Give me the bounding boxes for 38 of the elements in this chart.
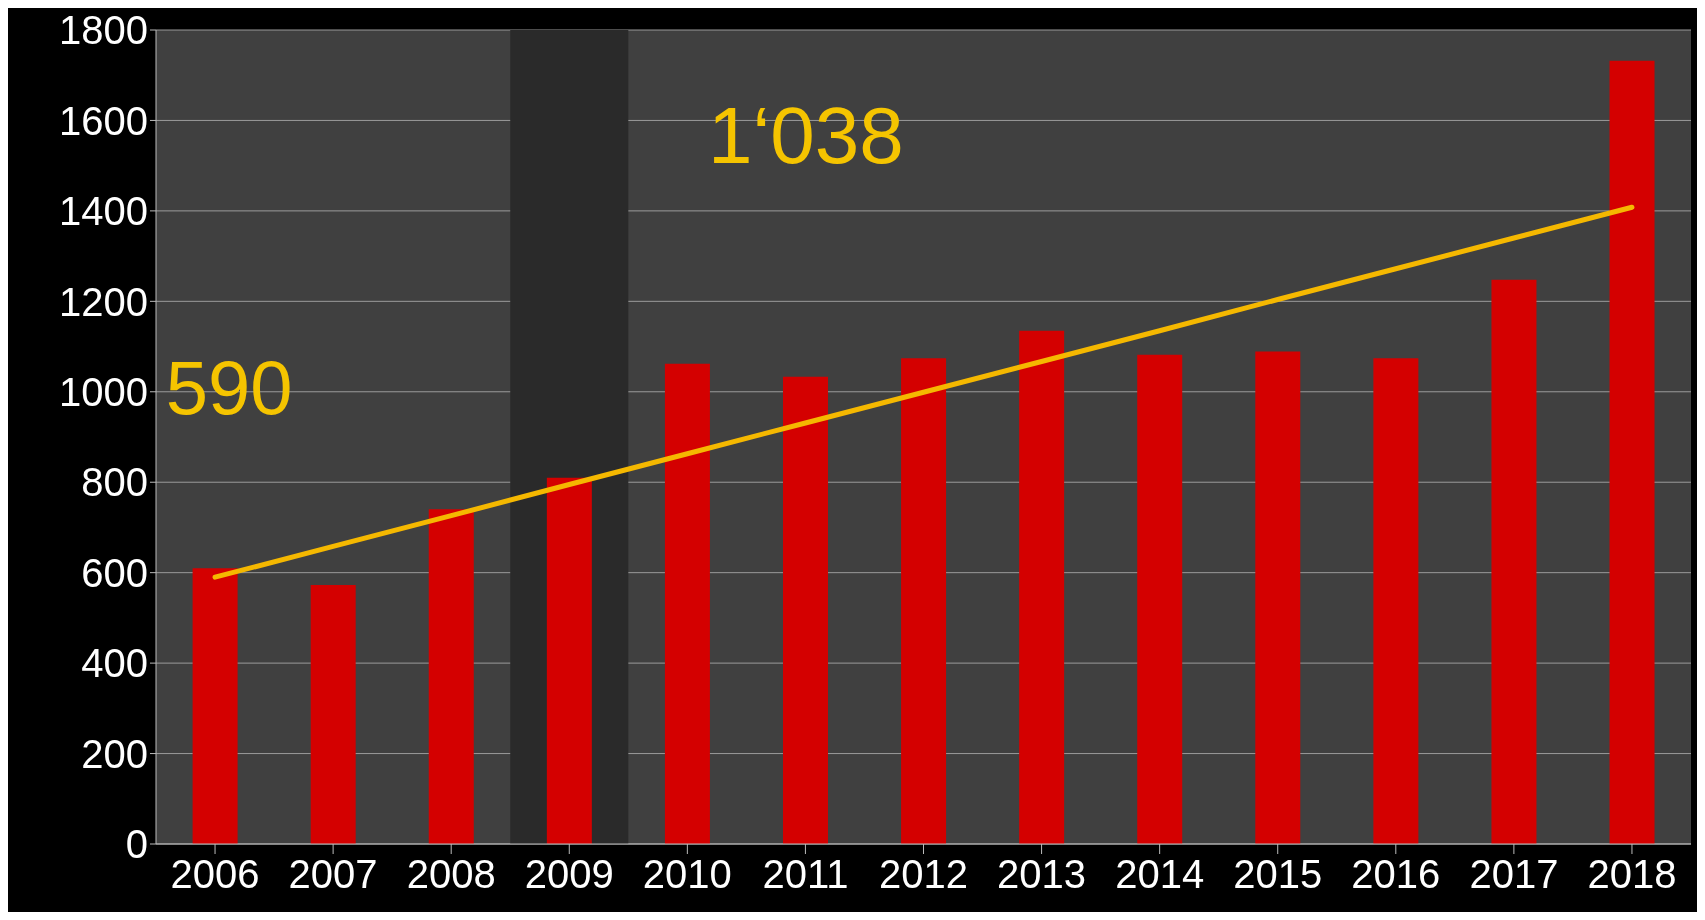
x-tick-label: 2013: [997, 852, 1087, 897]
bar: [1491, 279, 1537, 844]
y-tick-label: 1200: [59, 279, 148, 324]
x-tick-label: 2018: [1587, 852, 1677, 897]
x-tick-label: 2014: [1115, 852, 1205, 897]
bar: [664, 363, 710, 844]
y-tick-label: 200: [81, 731, 148, 776]
bar: [1137, 354, 1183, 844]
y-tick-label: 1800: [59, 8, 148, 53]
x-tick-label: 2007: [288, 852, 378, 897]
annotation: 590: [165, 344, 293, 430]
bar: [428, 509, 474, 844]
bar: [1255, 351, 1301, 844]
x-tick-label: 2009: [524, 852, 614, 897]
bar: [1609, 60, 1655, 844]
x-tick-label: 2015: [1233, 852, 1323, 897]
bar: [192, 568, 238, 844]
y-tick-label: 400: [81, 641, 148, 686]
bar: [901, 358, 947, 844]
x-tick-label: 2010: [642, 852, 732, 897]
bar: [1019, 330, 1065, 844]
x-tick-label: 2017: [1469, 852, 1559, 897]
y-tick-label: 0: [125, 822, 148, 867]
annotation: 1‘038: [708, 91, 904, 180]
y-tick-label: 800: [81, 460, 148, 505]
bar: [310, 584, 356, 844]
y-tick-label: 1600: [59, 98, 148, 143]
y-tick-label: 600: [81, 550, 148, 595]
x-tick-label: 2011: [762, 852, 849, 897]
bar: [546, 477, 592, 844]
x-tick-label: 2006: [170, 852, 260, 897]
bar: [1373, 358, 1419, 844]
x-tick-label: 2008: [406, 852, 496, 897]
x-tick-label: 2016: [1351, 852, 1441, 897]
y-tick-label: 1400: [59, 189, 148, 234]
bar: [782, 376, 828, 844]
x-tick-label: 2012: [879, 852, 968, 897]
y-tick-label: 1000: [59, 369, 148, 414]
